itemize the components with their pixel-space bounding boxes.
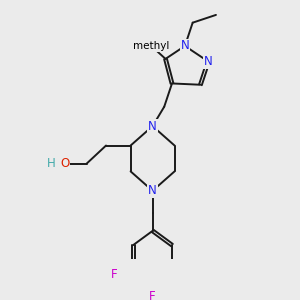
Text: N: N bbox=[181, 40, 189, 52]
Text: N: N bbox=[148, 120, 157, 133]
Text: F: F bbox=[149, 290, 156, 300]
Text: N: N bbox=[204, 55, 213, 68]
Text: F: F bbox=[110, 268, 117, 281]
Text: N: N bbox=[148, 184, 157, 197]
Text: O: O bbox=[60, 157, 69, 170]
Text: methyl: methyl bbox=[133, 41, 169, 51]
Text: H: H bbox=[47, 157, 56, 170]
